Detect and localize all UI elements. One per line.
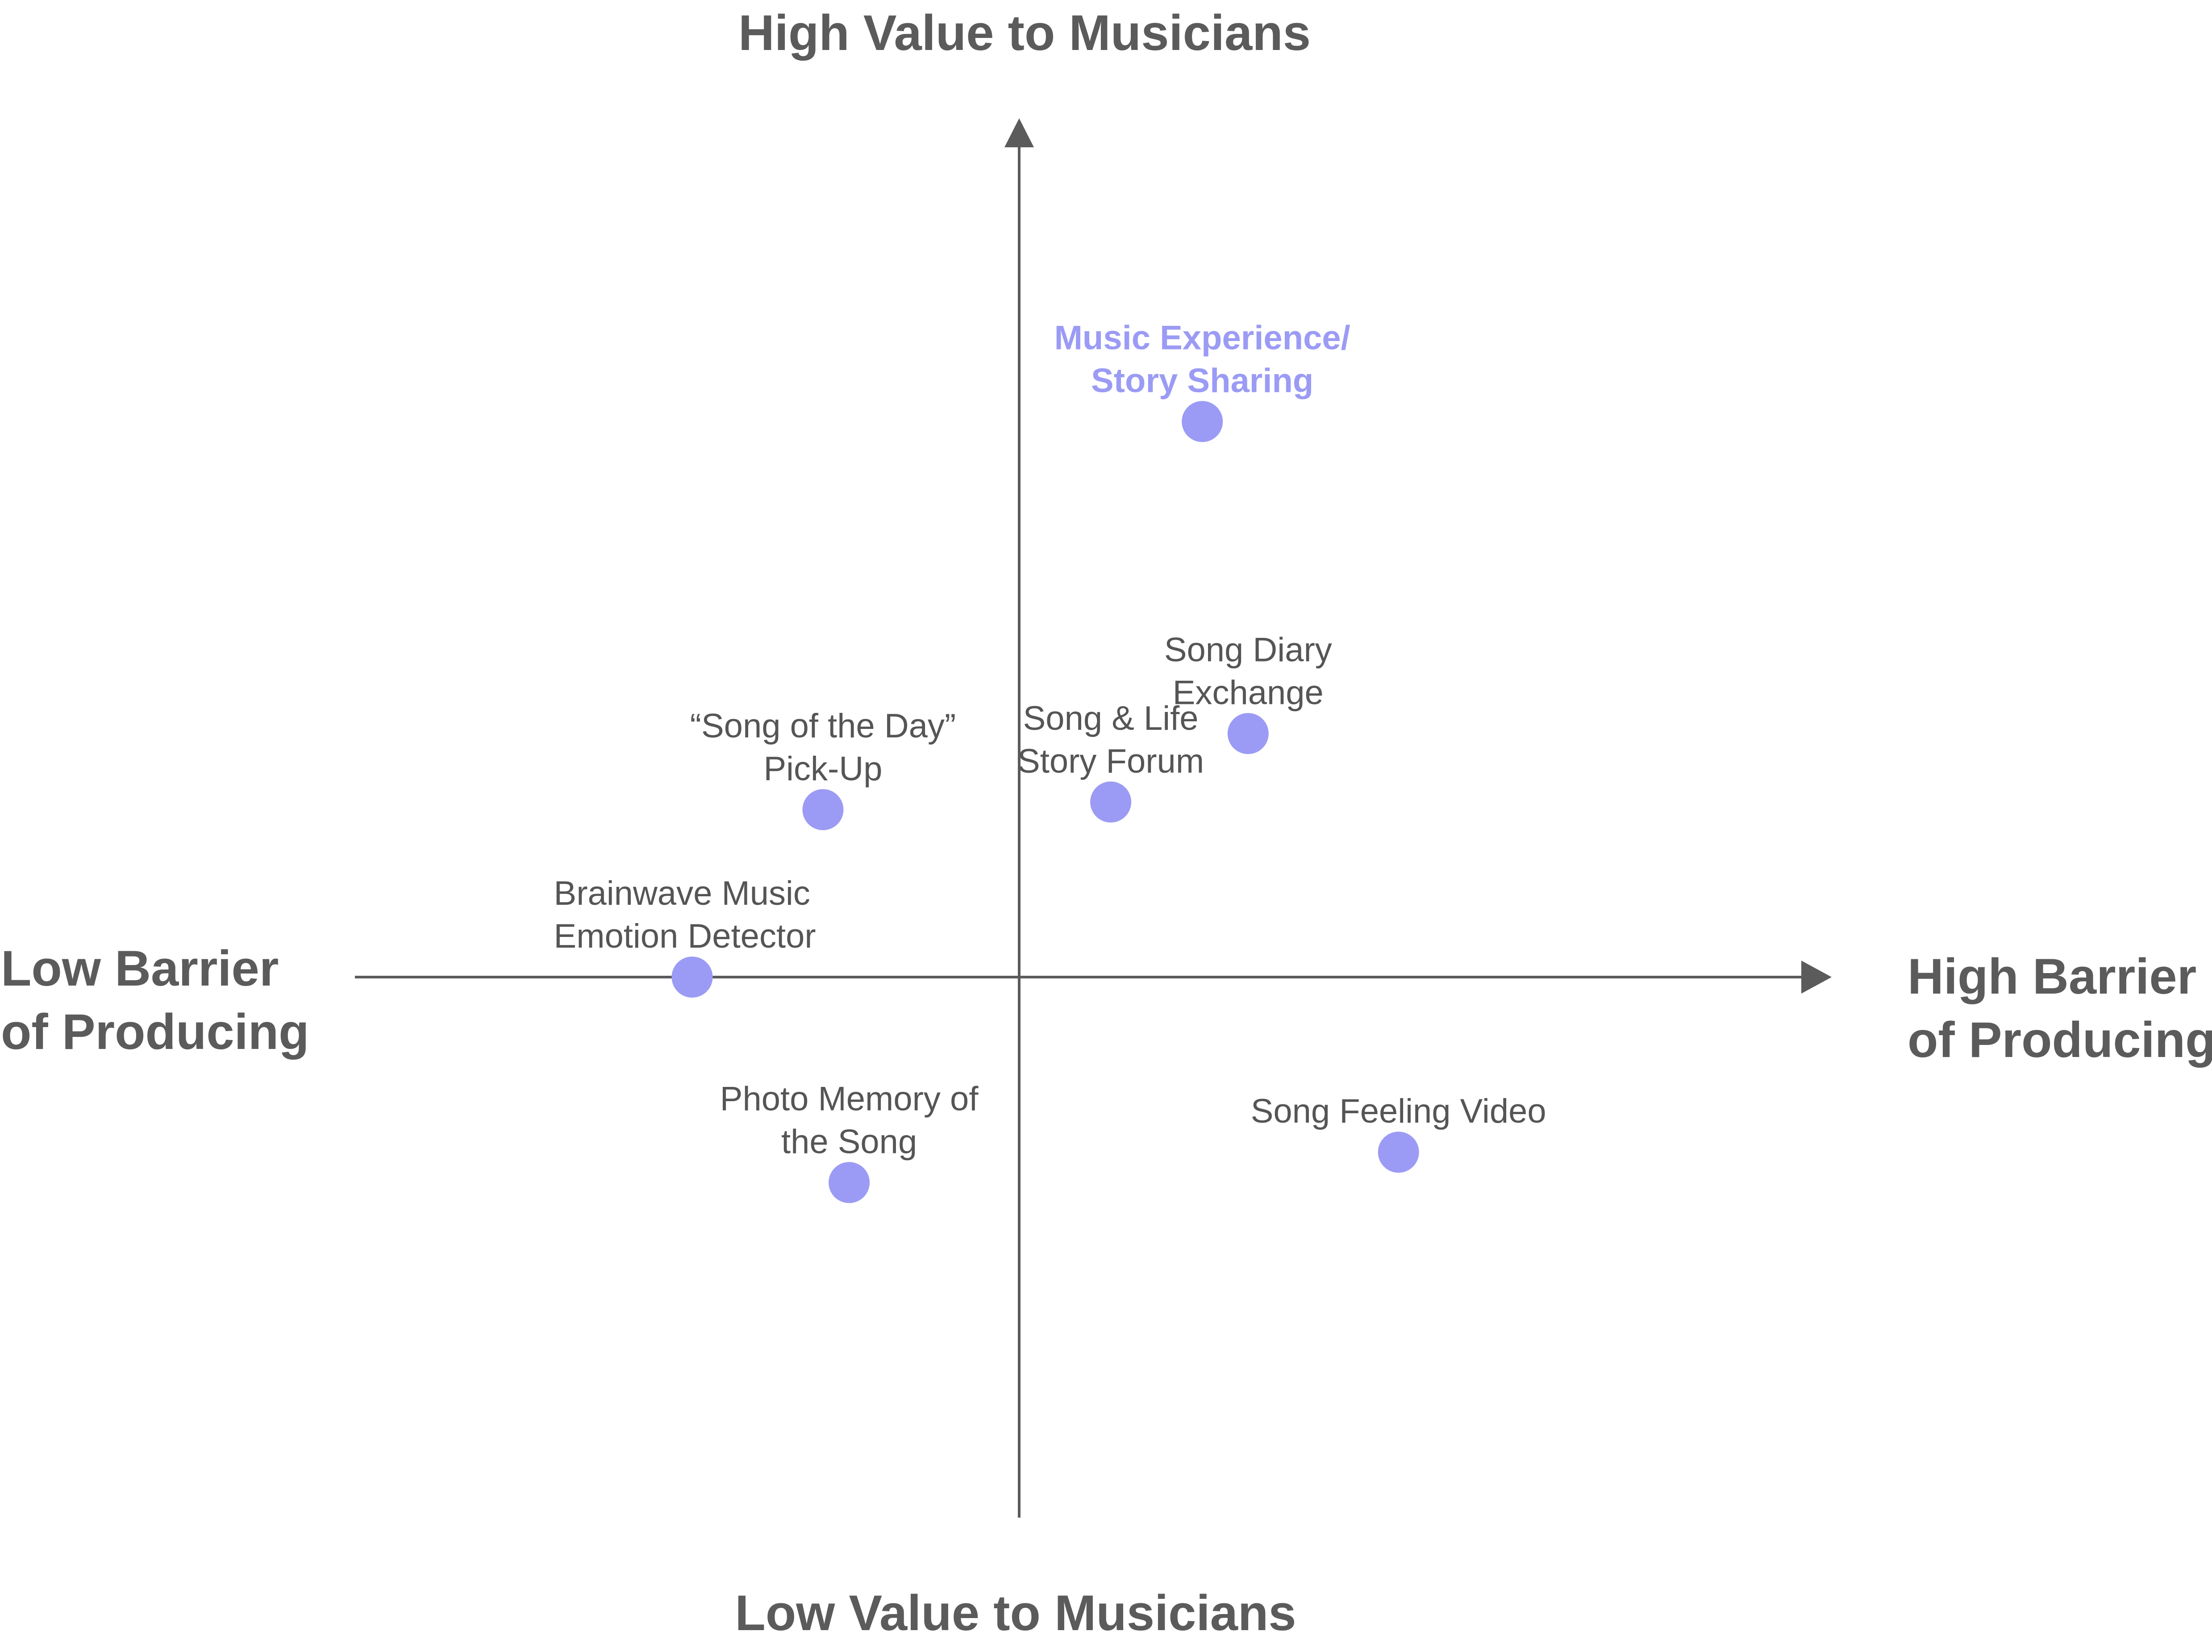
data-point-marker: [802, 789, 844, 830]
data-point-label-line: Brainwave Music: [554, 874, 810, 912]
data-point-label-highlight: Music Experience/Story Sharing: [1054, 319, 1350, 399]
data-point-label-line: Exchange: [1173, 674, 1324, 712]
data-point-label-line: Song & Life: [1023, 699, 1199, 737]
data-point-marker: [671, 957, 713, 998]
data-point-group: Song Feeling Video: [1251, 1092, 1546, 1173]
data-point-label-line: Story Sharing: [1091, 362, 1313, 399]
data-point-label-line: “Song of the Day”: [690, 707, 956, 745]
x-axis-arrow-right: [1801, 961, 1832, 994]
axes: [355, 118, 1832, 1518]
data-points: Music Experience/Story Sharing Song Diary…: [554, 319, 1546, 1203]
data-point-group: Photo Memory of the Song: [720, 1080, 979, 1203]
x-axis-high-label-line-1: High Barrier: [1908, 949, 2196, 1004]
data-point-label: “Song of the Day” Pick-Up: [690, 707, 956, 788]
data-point-label-line: Photo Memory of: [720, 1080, 979, 1118]
data-point-label: Song Feeling Video: [1251, 1092, 1546, 1130]
y-axis-arrow-up: [1004, 118, 1034, 147]
data-point-label: Brainwave Music Emotion Detector: [554, 874, 816, 955]
data-point-group: Song & Life Story Forum: [1017, 699, 1204, 823]
data-point-label: Photo Memory of the Song: [720, 1080, 979, 1161]
data-point-label-line: Story Forum: [1017, 742, 1204, 780]
y-axis-low label: Low Value to Musicians: [735, 1585, 1296, 1641]
x-axis-low-label-line-2: of Producing: [1, 1004, 309, 1060]
data-point-marker: [1090, 781, 1132, 823]
data-point-group: Music Experience/Story Sharing: [1054, 319, 1350, 442]
data-point-label: Song & Life Story Forum: [1017, 699, 1204, 780]
data-point-marker: [1378, 1132, 1419, 1173]
data-point-label-line: Pick-Up: [763, 750, 882, 788]
data-point-marker: [1227, 713, 1269, 754]
x-axis-high-label-line-2: of Producing: [1908, 1012, 2212, 1068]
data-point-group: Song Diary Exchange: [1164, 631, 1332, 754]
data-point-label-line: Song Diary: [1164, 631, 1332, 669]
data-point-group: Brainwave Music Emotion Detector: [554, 874, 816, 998]
data-point-label-line: Song Feeling Video: [1251, 1092, 1546, 1130]
data-point-marker: [1182, 401, 1223, 442]
x-axis-low-label-line-1: Low Barrier: [1, 940, 279, 996]
axis-titles: High Value to Musicians Low Value to Mus…: [1, 5, 2212, 1641]
x-axis-low-label: Low Barrier of Producing: [1, 940, 309, 1060]
data-point-label-line: Music Experience/: [1054, 319, 1350, 357]
data-point-group: “Song of the Day” Pick-Up: [690, 707, 956, 830]
data-point-label: Song Diary Exchange: [1164, 631, 1332, 712]
y-axis-high-label: High Value to Musicians: [738, 5, 1311, 61]
data-point-marker: [829, 1162, 870, 1203]
data-point-label-line: the Song: [781, 1123, 917, 1161]
x-axis-high-label: High Barrier of Producing: [1908, 949, 2212, 1068]
data-point-label-line: Emotion Detector: [554, 917, 816, 955]
